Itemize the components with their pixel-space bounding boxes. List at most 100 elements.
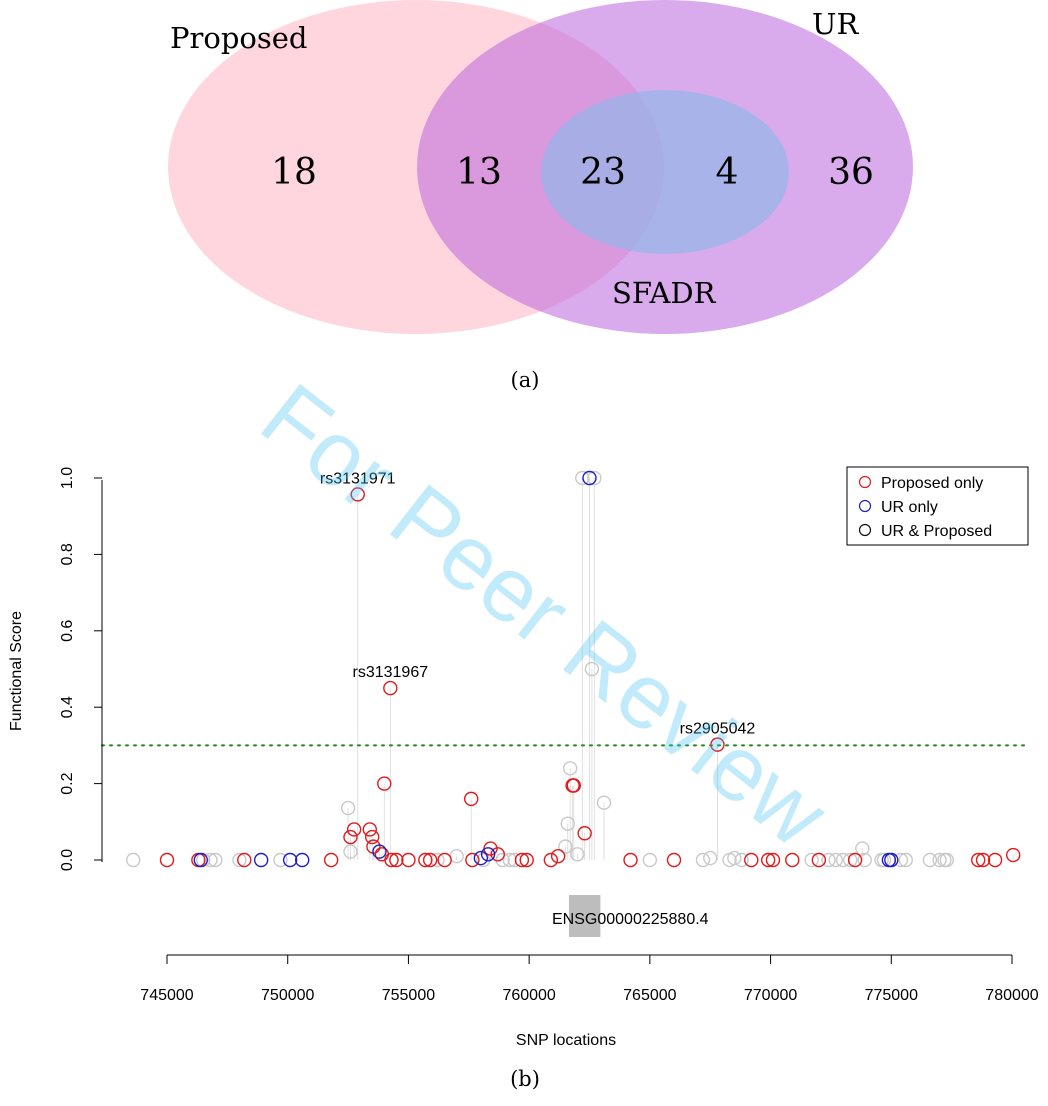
point-proposed-only: [785, 852, 800, 868]
point-proposed-only: [365, 829, 380, 845]
point-proposed-only: [346, 822, 362, 837]
point-proposed-only: [519, 852, 534, 868]
point-proposed-only: [760, 852, 776, 868]
point-ur-proposed: [828, 852, 843, 868]
point-proposed-only: [418, 852, 433, 868]
x-tick-label: 760000: [502, 987, 555, 1004]
point-ur-proposed: [703, 850, 718, 866]
point-proposed-only: [377, 776, 392, 791]
point-ur-proposed: [273, 852, 288, 868]
point-ur-proposed: [587, 470, 602, 486]
point-ur-proposed: [430, 852, 445, 868]
venn-caption: (a): [511, 368, 540, 392]
point-proposed-only: [389, 852, 404, 868]
points-layer: [125, 470, 1021, 868]
gene-box: [568, 895, 601, 937]
point-ur-proposed: [922, 852, 938, 868]
point-ur-proposed: [642, 852, 658, 868]
point-proposed-only: [465, 852, 480, 868]
y-tick-label: 1.0: [59, 467, 76, 489]
venn-label-proposed: Proposed: [170, 21, 307, 55]
annotation-layer: rs3131971 rs3131967 rs2905042: [320, 470, 755, 737]
point-proposed-only: [543, 852, 559, 868]
point-ur-only: [582, 470, 597, 486]
point-proposed-only: [159, 852, 175, 868]
legend: Proposed only UR only UR & Proposed: [846, 466, 1029, 546]
point-ur-proposed: [898, 852, 913, 868]
point-ur-proposed: [843, 852, 858, 868]
x-tick-label: 765000: [623, 987, 676, 1004]
point-ur-proposed: [558, 839, 573, 854]
point-ur-proposed: [340, 800, 356, 816]
y-tick-label: 0.6: [59, 620, 76, 642]
point-proposed-only: [811, 852, 827, 868]
venn-count-ur-sfadr: 4: [716, 152, 739, 193]
point-proposed-only: [744, 852, 759, 868]
point-ur-proposed: [575, 470, 590, 486]
point-ur-proposed: [562, 761, 578, 776]
point-ur-proposed: [208, 852, 223, 868]
plot-caption: (b): [510, 1067, 540, 1091]
venn-label-sfadr: SFADR: [612, 276, 717, 310]
point-ur-only: [473, 850, 489, 866]
venn-label-ur: UR: [812, 7, 859, 41]
point-ur-proposed: [507, 852, 522, 868]
point-proposed-only: [422, 852, 438, 868]
point-proposed-only: [566, 778, 582, 793]
snp-annotation: rs2905042: [680, 721, 756, 738]
point-proposed-only: [490, 847, 505, 862]
point-proposed-only: [464, 791, 479, 807]
point-ur-proposed: [876, 852, 892, 868]
x-tick-label: 780000: [985, 987, 1038, 1004]
point-ur-proposed: [939, 852, 955, 868]
venn-diagram: Proposed UR SFADR 18 13 23 4 36 (a): [168, 0, 913, 392]
legend-marker-ur-proposed: [858, 523, 872, 537]
point-proposed-only: [401, 852, 416, 868]
point-ur-proposed: [343, 844, 358, 859]
x-tick-label: 770000: [744, 987, 797, 1004]
point-ur-proposed: [893, 852, 909, 868]
snp-annotation: rs3131967: [353, 664, 429, 681]
functional-score-plot: rs3131971 rs3131967 rs2905042 ENSG00000225…: [8, 466, 1039, 1091]
watermark: For Peer Review: [243, 364, 846, 867]
point-proposed-only: [1006, 847, 1021, 863]
x-tick-label: 750000: [261, 987, 314, 1004]
point-ur-proposed: [821, 852, 836, 868]
x-tick-label: 775000: [865, 987, 918, 1004]
point-ur-proposed: [727, 850, 742, 866]
point-ur-only: [253, 852, 269, 868]
gene-label: ENSG00000225880.4: [552, 911, 709, 928]
point-ur-only: [282, 852, 298, 868]
y-tick-label: 0.2: [59, 772, 76, 794]
venn-count-ur-only: 36: [828, 152, 874, 193]
point-proposed-only: [237, 852, 252, 868]
point-proposed-only: [765, 852, 781, 868]
y-tick-label: 0.0: [59, 849, 76, 871]
point-proposed-only: [971, 852, 986, 868]
point-ur-only: [193, 852, 209, 868]
point-proposed-only: [362, 822, 377, 837]
venn-count-proposed-only: 18: [271, 152, 317, 193]
point-ur-proposed: [584, 661, 600, 677]
legend-label-proposed-only: Proposed only: [881, 475, 983, 492]
x-axis-label: SNP locations: [516, 1032, 616, 1049]
point-ur-proposed: [570, 847, 585, 862]
point-ur-only: [372, 844, 387, 859]
point-ur-only: [884, 852, 899, 868]
point-ur-proposed: [232, 852, 247, 868]
venn-count-proposed-ur: 13: [456, 152, 502, 193]
point-ur-proposed: [932, 852, 947, 868]
point-proposed-only: [550, 848, 566, 864]
point-proposed-only: [343, 829, 358, 845]
y-tick-label: 0.4: [59, 696, 76, 718]
x-axis: 745000 750000 755000 760000 765000 770000 7750…: [140, 954, 1039, 1004]
legend-label-ur-proposed: UR & Proposed: [881, 523, 992, 540]
x-tick-label: 755000: [382, 987, 435, 1004]
point-ur-proposed: [596, 795, 612, 810]
point-proposed-only: [987, 852, 1003, 868]
y-tick-label: 0.8: [59, 543, 76, 565]
x-tick-label: 745000: [140, 987, 193, 1004]
point-ur-proposed: [560, 816, 575, 831]
legend-box: [846, 466, 1029, 546]
